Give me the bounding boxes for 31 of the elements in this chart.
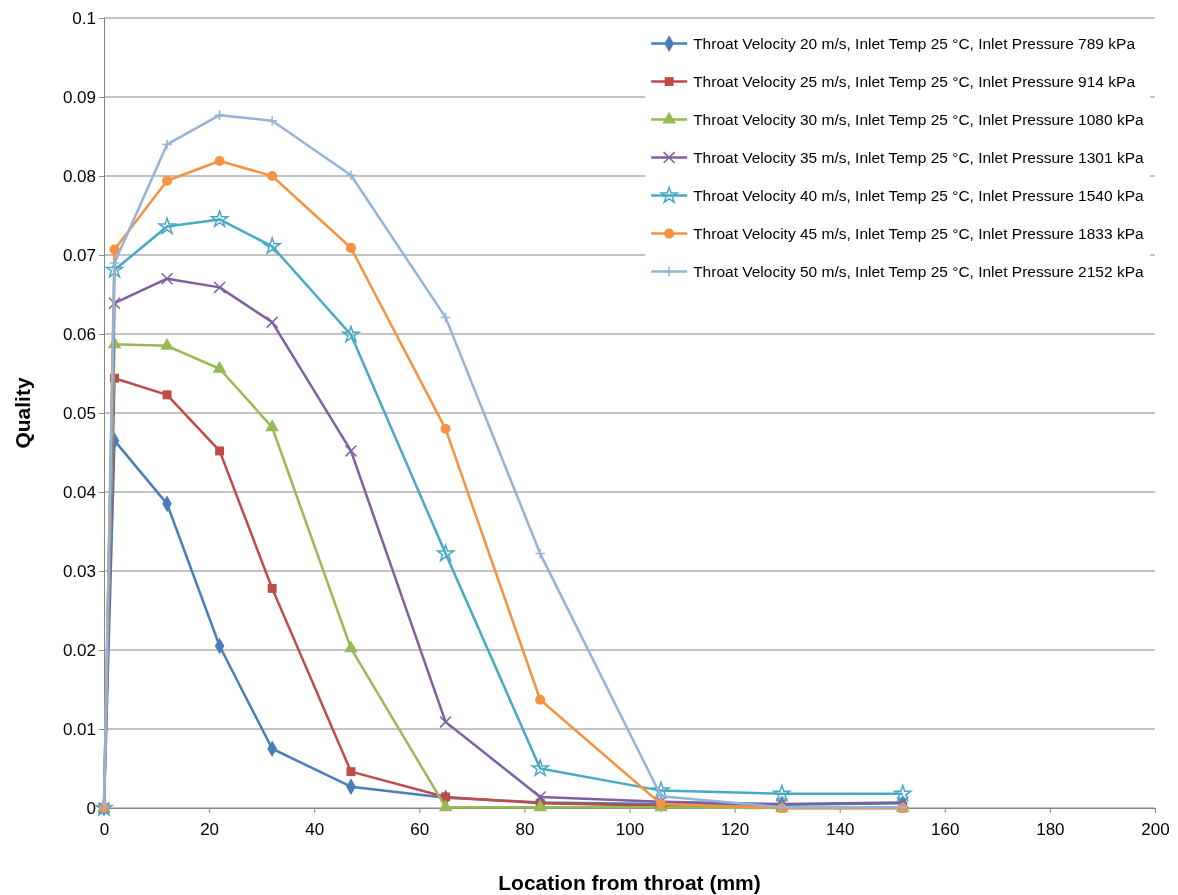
y-tick-label: 0.01 xyxy=(62,719,96,739)
x-tick-label: 180 xyxy=(1036,819,1065,839)
y-tick-label: 0.02 xyxy=(62,640,96,660)
y-tick-label: 0.04 xyxy=(62,482,96,502)
x-axis-title: Location from throat (mm) xyxy=(498,871,761,894)
x-tick-label: 160 xyxy=(931,819,960,839)
x-tick-label: 100 xyxy=(615,819,645,839)
legend-label: Throat Velocity 50 m/s, Inlet Temp 25 °C, Inlet Pressure 2152 kPa xyxy=(693,263,1144,280)
x-tick-label: 140 xyxy=(826,819,855,839)
y-tick-label: 0.05 xyxy=(62,403,96,423)
x-tick-label: 40 xyxy=(305,819,325,839)
y-tick-label: 0.07 xyxy=(62,245,96,265)
legend-label: Throat Velocity 45 m/s, Inlet Temp 25 °C, Inlet Pressure 1833 kPa xyxy=(693,225,1144,242)
x-tick-label: 200 xyxy=(1141,819,1170,839)
x-tick-label: 20 xyxy=(200,819,220,839)
legend-label: Throat Velocity 30 m/s, Inlet Temp 25 °C, Inlet Pressure 1080 kPa xyxy=(693,111,1144,128)
y-tick-label: 0.03 xyxy=(62,561,96,581)
y-tick-label: 0.06 xyxy=(62,324,96,344)
y-tick-label: 0.08 xyxy=(62,166,96,186)
x-tick-label: 80 xyxy=(515,819,535,839)
legend-label: Throat Velocity 40 m/s, Inlet Temp 25 °C, Inlet Pressure 1540 kPa xyxy=(693,187,1144,204)
y-tick-label: 0 xyxy=(86,798,96,818)
y-tick-label: 0.1 xyxy=(72,8,96,28)
y-tick-label: 0.09 xyxy=(62,87,96,107)
x-tick-label: 120 xyxy=(720,819,750,839)
legend-label: Throat Velocity 20 m/s, Inlet Temp 25 °C, Inlet Pressure 789 kPa xyxy=(693,35,1136,52)
legend-label: Throat Velocity 35 m/s, Inlet Temp 25 °C, Inlet Pressure 1301 kPa xyxy=(693,149,1144,166)
x-tick-label: 60 xyxy=(410,819,430,839)
legend-label: Throat Velocity 25 m/s, Inlet Temp 25 °C, Inlet Pressure 914 kPa xyxy=(693,73,1136,90)
y-axis-title: Quality xyxy=(11,377,34,449)
x-tick-label: 0 xyxy=(99,819,110,839)
